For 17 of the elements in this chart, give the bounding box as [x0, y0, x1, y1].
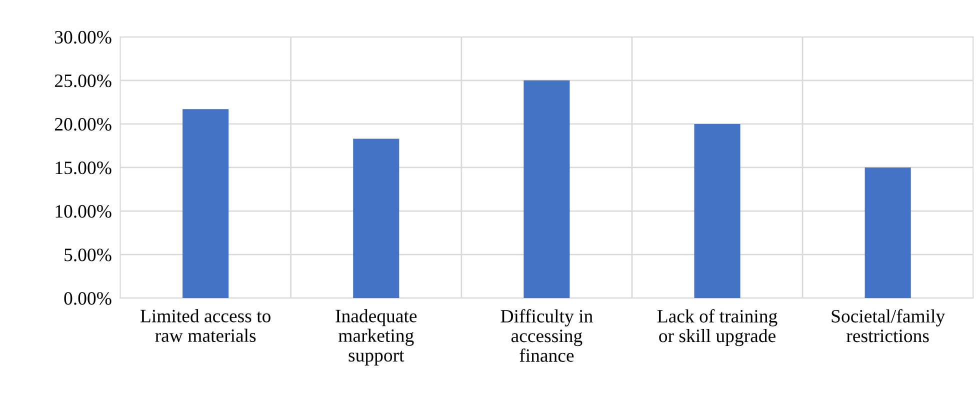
bar — [694, 124, 740, 298]
bar — [182, 109, 229, 298]
bar — [524, 80, 570, 298]
y-tick-label: 30.00% — [55, 30, 112, 44]
y-tick-label: 5.00% — [64, 248, 112, 262]
bar — [864, 167, 911, 298]
x-tick-label: Lack of training or skill upgrade — [657, 309, 778, 346]
y-tick-label: 20.00% — [54, 118, 112, 131]
bar — [353, 138, 400, 298]
x-tick-label: Limited access to raw materials — [140, 309, 270, 342]
x-tick-label: Societal/family restrictions — [832, 309, 946, 342]
y-tick-label: 10.00% — [56, 205, 112, 218]
y-tick-label: 25.00% — [54, 74, 112, 88]
x-tick-label: Inadequate marketing support — [336, 309, 417, 366]
y-tick-label: 0.00% — [64, 292, 112, 305]
x-tick-label: Difficulty in accessing finance — [500, 309, 593, 362]
y-tick-label: 15.00% — [56, 162, 112, 174]
